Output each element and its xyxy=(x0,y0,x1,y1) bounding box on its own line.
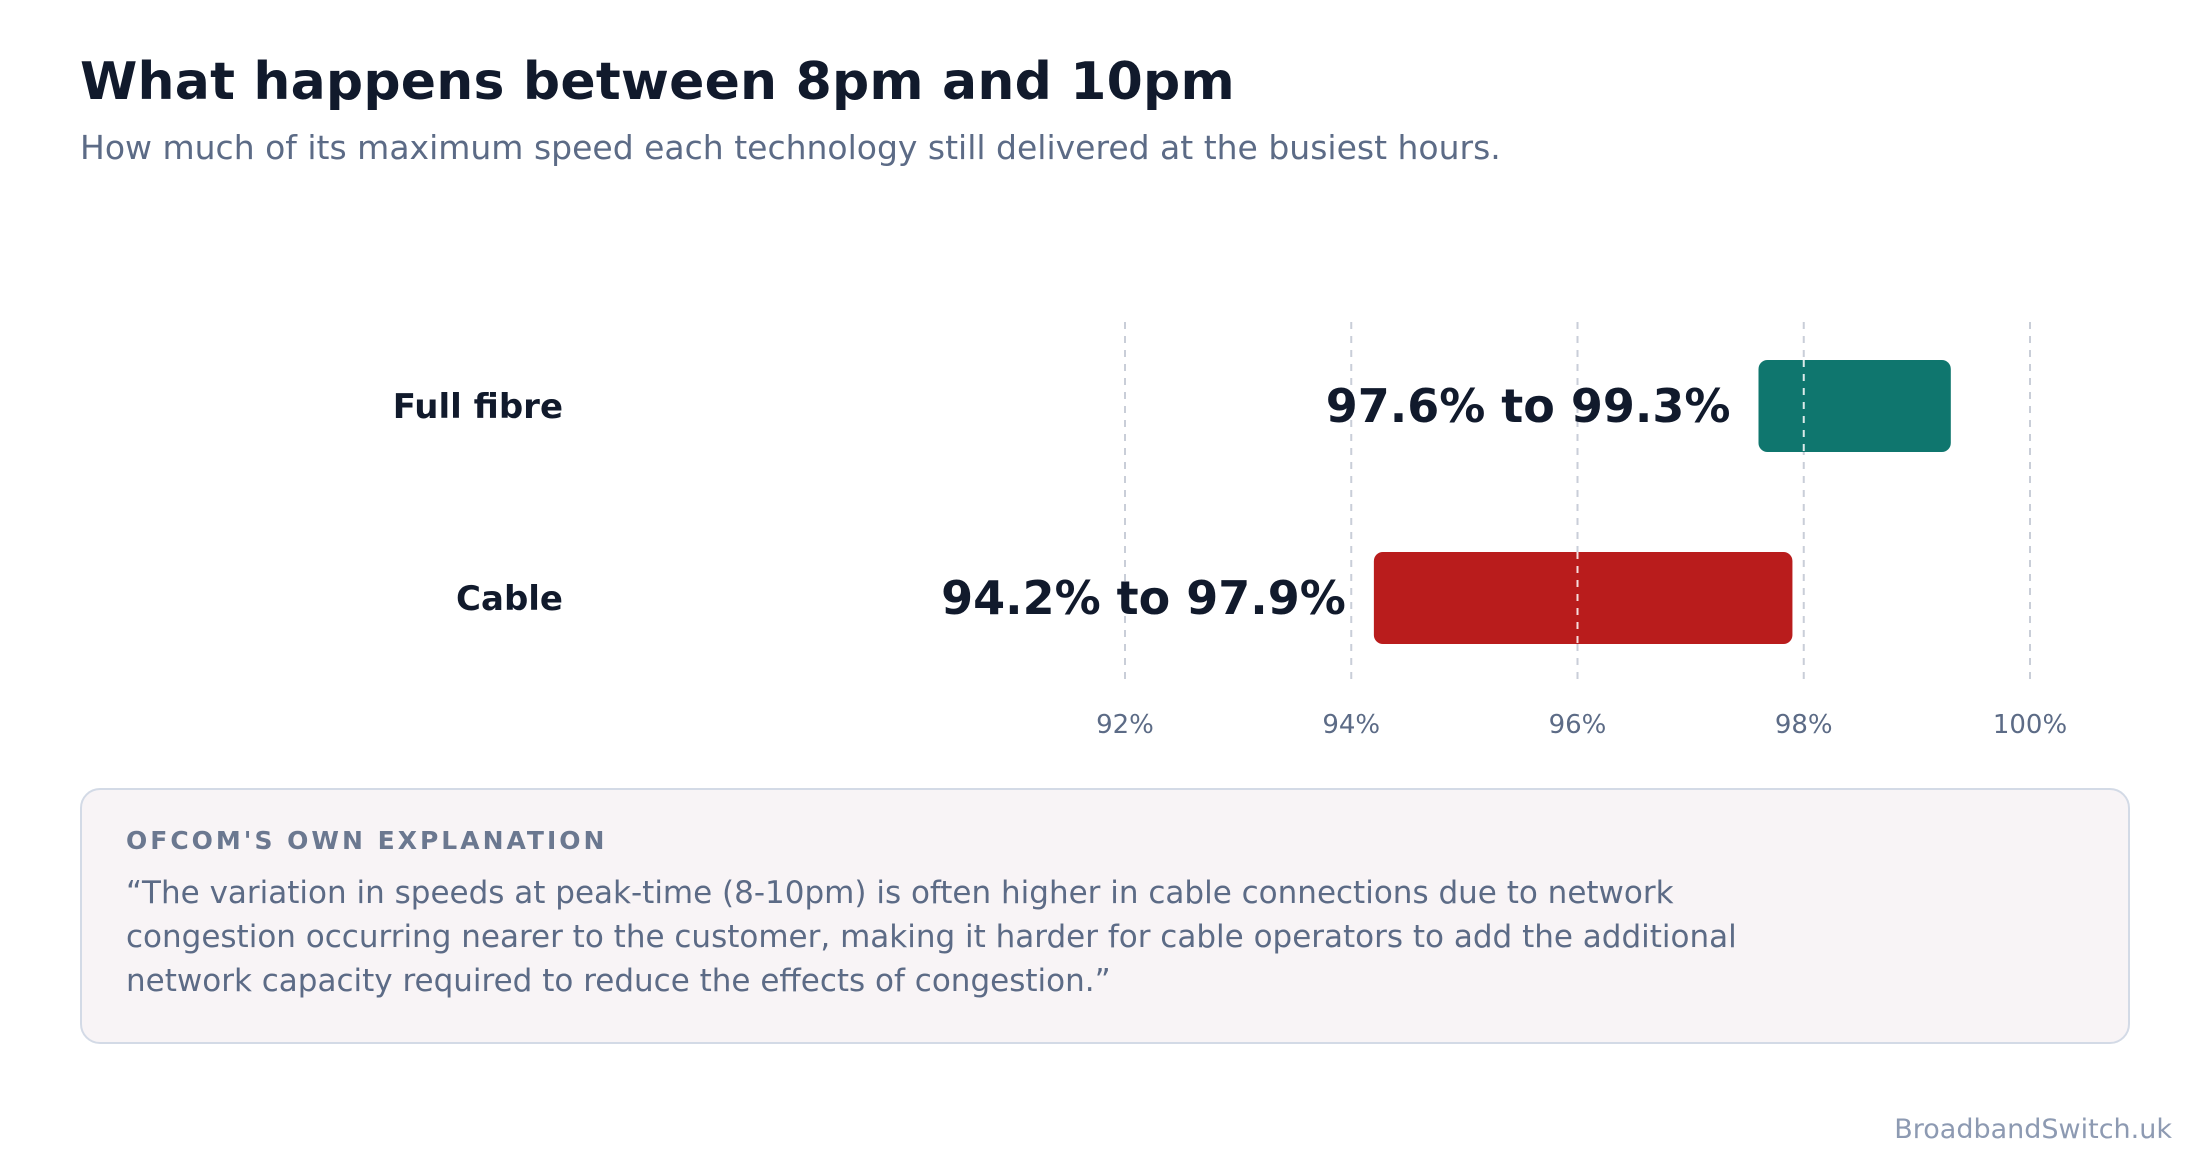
category-label: Cable xyxy=(456,579,563,619)
range-bars xyxy=(1373,360,1951,644)
quote-heading: OFCOM'S OWN EXPLANATION xyxy=(126,826,608,855)
range-bar xyxy=(1758,360,1951,452)
source-credit: BroadbandSwitch.uk xyxy=(1894,1114,2172,1145)
x-tick-label: 100% xyxy=(1993,710,2067,740)
quote-text: “The variation in speeds at peak-time (8… xyxy=(126,875,1737,999)
x-tick-label: 98% xyxy=(1775,710,1833,740)
range-chart: 92% 94% 96% 98% 100% 97.6% to 99.3% Full fibre… xyxy=(393,322,2067,740)
x-tick-label: 96% xyxy=(1549,710,1607,740)
chart-labels: 92% 94% 96% 98% 100% 97.6% to 99.3% Full fibre… xyxy=(393,379,2067,740)
quote-box: OFCOM'S OWN EXPLANATION “The variation i… xyxy=(80,788,2130,1044)
category-label: Full fibre xyxy=(393,387,563,427)
chart-title: What happens between 8pm and 10pm xyxy=(80,52,1235,112)
x-tick-label: 94% xyxy=(1322,710,1380,740)
x-tick-label: 92% xyxy=(1096,710,1154,740)
range-bar xyxy=(1373,552,1793,644)
chart-subtitle: How much of its maximum speed each techn… xyxy=(80,128,1501,167)
range-value-label: 97.6% to 99.3% xyxy=(1326,379,1731,433)
range-value-label: 94.2% to 97.9% xyxy=(941,571,1346,625)
